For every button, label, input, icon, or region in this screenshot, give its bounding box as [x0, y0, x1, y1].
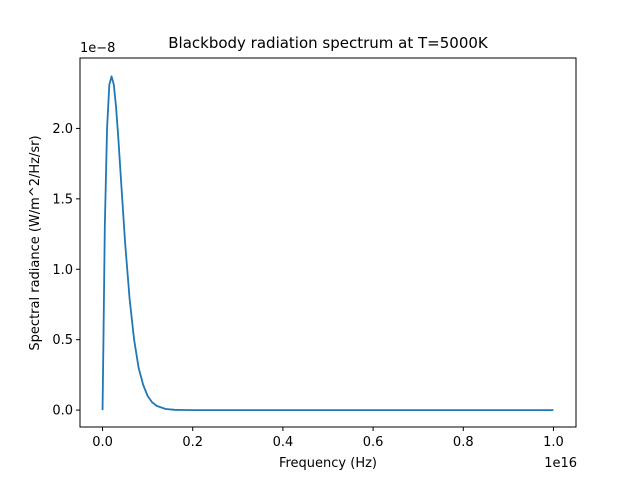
axes-frame — [79, 57, 577, 428]
y-tick-label: 1.5 — [52, 192, 73, 207]
x-offset-label: 1e16 — [544, 456, 577, 471]
chart-title: Blackbody radiation spectrum at T=5000K — [168, 34, 489, 52]
x-tick-label: 0.4 — [273, 435, 294, 450]
y-offset-label: 1e−8 — [80, 41, 115, 56]
y-tick-label: 1.0 — [52, 263, 73, 278]
x-tick-label: 0.6 — [363, 435, 384, 450]
series-line-0 — [101, 75, 554, 412]
x-tick-label: 0.8 — [453, 435, 474, 450]
plot-area: 0.0 0.2 0.4 0.6 0.8 1.0 0.0 0.5 1.0 1.5 2.0 — [52, 57, 577, 450]
x-axis-title: Frequency (Hz) — [279, 456, 377, 471]
y-tick-label: 0.0 — [52, 404, 73, 419]
x-tick-label: 0.0 — [92, 435, 113, 450]
y-axis-title: Spectral radiance (W/m^2/Hz/sr) — [28, 135, 43, 350]
y-tick-label: 2.0 — [52, 122, 73, 137]
y-tick-label: 0.5 — [52, 333, 73, 348]
x-tick-label: 1.0 — [543, 435, 564, 450]
x-tick-label: 0.2 — [182, 435, 203, 450]
